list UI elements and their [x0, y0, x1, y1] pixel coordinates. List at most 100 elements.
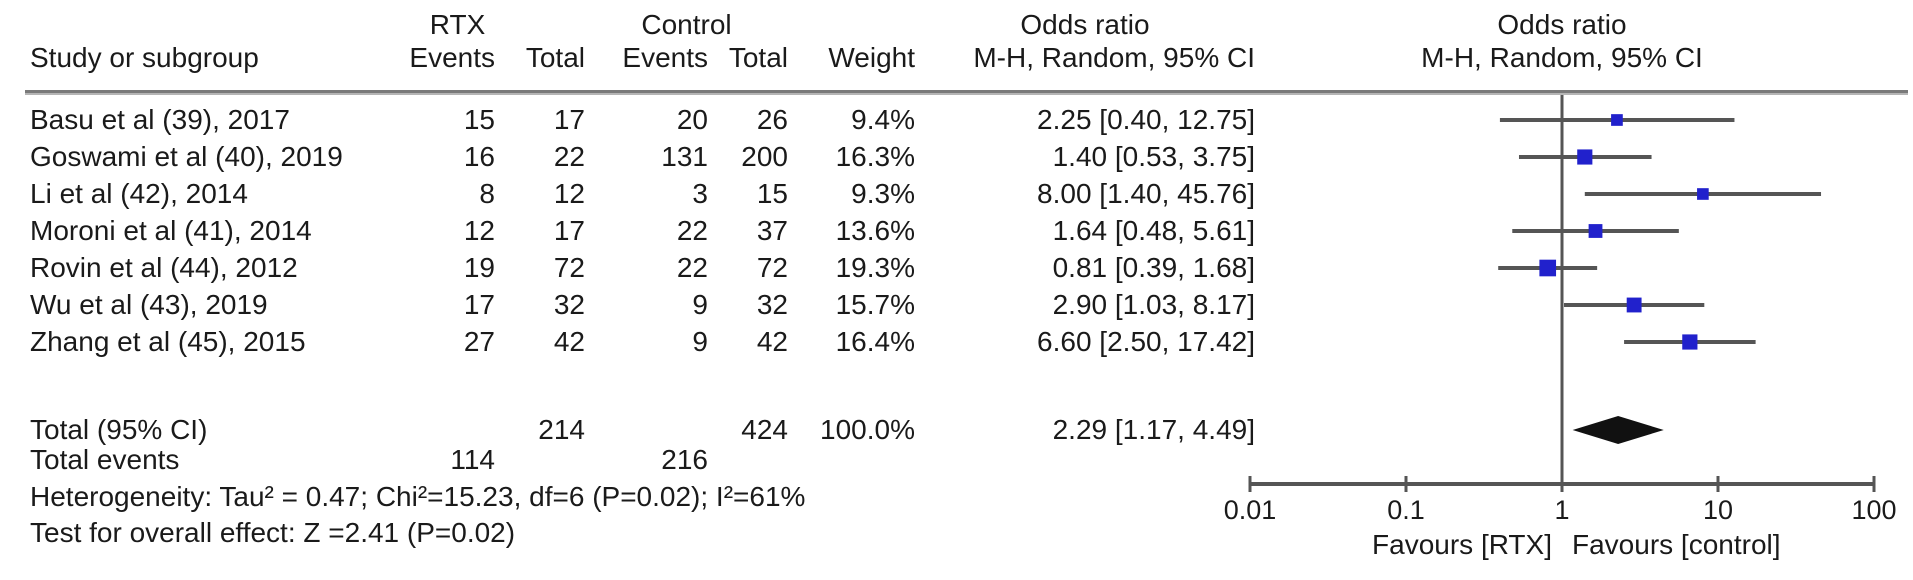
study-label: Wu et al (43), 2019: [30, 289, 268, 320]
total-events-rtx: 114: [450, 444, 495, 475]
events-rtx-value: 16: [463, 141, 495, 172]
events-control-value: 131: [661, 141, 708, 172]
total-rtx-value: 72: [553, 252, 585, 283]
total-control-value: 15: [756, 178, 788, 209]
or-square: [1588, 224, 1603, 238]
study-label: Moroni et al (41), 2014: [30, 215, 312, 246]
events-rtx-value: 8: [479, 178, 495, 209]
or-ci-value: 1.40 [0.53, 3.75]: [1052, 141, 1255, 172]
column-header-study: Study or subgroup: [30, 42, 259, 73]
header-row-columns: Study or subgroup Events Total Events To…: [0, 40, 1913, 76]
table-row: Li et al (42), 2014 8 12 3 15 9.3% 8.00 …: [0, 176, 1913, 212]
events-control-value: 3: [692, 178, 708, 209]
summary-diamond: [1572, 416, 1664, 444]
axis-tick-label: 0.1: [1387, 495, 1425, 525]
events-rtx-value: 19: [463, 252, 495, 283]
axis-tick-label: 1: [1554, 495, 1570, 525]
column-header-or-ci: M-H, Random, 95% CI: [973, 42, 1255, 73]
or-ci-value: 0.81 [0.39, 1.68]: [1052, 252, 1255, 283]
study-label: Zhang et al (45), 2015: [30, 326, 306, 357]
total-control-value: 26: [756, 104, 788, 135]
total-events-row: Total events 114 216: [0, 442, 1913, 478]
total-control-value: 32: [756, 289, 788, 320]
table-row: Goswami et al (40), 2019 16 22 131 200 1…: [0, 139, 1913, 175]
overall-effect-stats: Test for overall effect: Z =2.41 (P=0.02…: [30, 517, 516, 548]
weight-value: 9.3%: [851, 178, 915, 209]
favours-rtx-label: Favours [RTX]: [1372, 529, 1552, 560]
plot-header-odds-ratio: Odds ratio: [1497, 9, 1627, 40]
table-row: Zhang et al (45), 2015 27 42 9 42 16.4% …: [0, 324, 1913, 360]
events-control-value: 22: [676, 252, 708, 283]
weight-value: 9.4%: [851, 104, 915, 135]
heterogeneity-stats: Heterogeneity: Tau² = 0.47; Chi²=15.23, …: [30, 481, 806, 512]
axis-tick-label: 10: [1702, 495, 1734, 525]
table-row: Wu et al (43), 2019 17 32 9 32 15.7% 2.9…: [0, 287, 1913, 323]
total-label: Total (95% CI): [30, 414, 208, 445]
favours-control-label: Favours [control]: [1572, 529, 1781, 560]
weight-value: 16.4%: [835, 326, 915, 357]
events-control-value: 22: [676, 215, 708, 246]
table-row: Basu et al (39), 2017 15 17 20 26 9.4% 2…: [0, 102, 1913, 138]
column-group-control: Control: [641, 9, 732, 40]
column-header-total-control: Total: [728, 42, 788, 73]
total-rtx-value: 12: [553, 178, 585, 209]
column-header-odds-ratio: Odds ratio: [1020, 9, 1150, 40]
events-rtx-value: 12: [463, 215, 495, 246]
total-weight: 100.0%: [820, 414, 915, 445]
or-ci-value: 6.60 [2.50, 17.42]: [1037, 326, 1255, 357]
or-ci-value: 2.25 [0.40, 12.75]: [1037, 104, 1255, 135]
total-events-control: 216: [661, 444, 708, 475]
total-or-ci: 2.29 [1.17, 4.49]: [1052, 414, 1255, 445]
total-control-value: 42: [756, 326, 788, 357]
column-header-events-control: Events: [622, 42, 708, 73]
table-row: Moroni et al (41), 2014 12 17 22 37 13.6…: [0, 213, 1913, 249]
weight-value: 15.7%: [835, 289, 915, 320]
table-row: Rovin et al (44), 2012 19 72 22 72 19.3%…: [0, 250, 1913, 286]
or-square: [1626, 297, 1642, 313]
total-control-value: 72: [756, 252, 788, 283]
total-control-value: 200: [741, 141, 788, 172]
study-label: Basu et al (39), 2017: [30, 104, 290, 135]
or-square: [1697, 188, 1709, 200]
total-row: Total (95% CI) 214 424 100.0% 2.29 [1.17…: [0, 412, 1913, 448]
weight-value: 19.3%: [835, 252, 915, 283]
axis-tick-label: 0.01: [1223, 495, 1277, 525]
total-control-sum: 424: [741, 414, 788, 445]
total-rtx-value: 17: [553, 215, 585, 246]
events-rtx-value: 15: [463, 104, 495, 135]
total-events-label: Total events: [30, 444, 180, 475]
header-row-groups: RTX Control Odds ratio Odds ratio: [0, 7, 1913, 43]
or-ci-value: 8.00 [1.40, 45.76]: [1037, 178, 1255, 209]
study-label: Rovin et al (44), 2012: [30, 252, 298, 283]
or-square: [1577, 149, 1593, 165]
total-rtx-value: 42: [553, 326, 585, 357]
or-square: [1611, 114, 1623, 126]
header-divider-rule: [25, 90, 1908, 95]
events-control-value: 20: [676, 104, 708, 135]
events-rtx-value: 27: [463, 326, 495, 357]
column-group-rtx: RTX: [429, 9, 486, 40]
column-header-total-rtx: Total: [525, 42, 585, 73]
events-control-value: 9: [692, 289, 708, 320]
total-rtx-value: 22: [553, 141, 585, 172]
total-control-value: 37: [756, 215, 788, 246]
plot-header-or-ci: M-H, Random, 95% CI: [1421, 42, 1703, 73]
axis-tick-label: 100: [1851, 495, 1897, 525]
total-rtx-sum: 214: [538, 414, 585, 445]
events-rtx-value: 17: [463, 289, 495, 320]
or-ci-value: 1.64 [0.48, 5.61]: [1052, 215, 1255, 246]
events-control-value: 9: [692, 326, 708, 357]
study-label: Li et al (42), 2014: [30, 178, 248, 209]
or-ci-value: 2.90 [1.03, 8.17]: [1052, 289, 1255, 320]
or-square: [1539, 259, 1557, 277]
study-label: Goswami et al (40), 2019: [30, 141, 343, 172]
or-square: [1682, 334, 1698, 350]
weight-value: 13.6%: [835, 215, 915, 246]
total-rtx-value: 17: [553, 104, 585, 135]
weight-value: 16.3%: [835, 141, 915, 172]
total-rtx-value: 32: [553, 289, 585, 320]
column-header-events-rtx: Events: [409, 42, 495, 73]
column-header-weight: Weight: [828, 42, 915, 73]
